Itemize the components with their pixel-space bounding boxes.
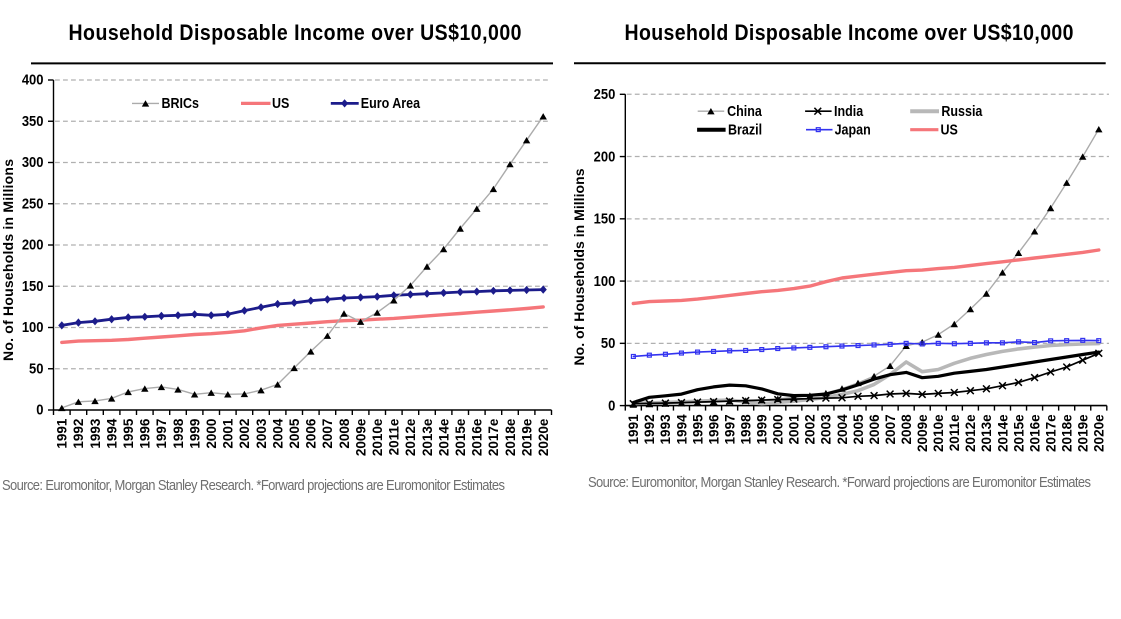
svg-text:150: 150: [22, 277, 44, 294]
svg-text:2010e: 2010e: [931, 414, 946, 452]
svg-text:250: 250: [22, 195, 44, 212]
svg-text:1992: 1992: [642, 414, 657, 444]
svg-text:100: 100: [22, 318, 44, 335]
svg-text:2018e: 2018e: [1060, 414, 1075, 452]
svg-text:2009e: 2009e: [915, 414, 930, 452]
svg-text:300: 300: [22, 153, 44, 170]
svg-text:1999: 1999: [755, 414, 770, 444]
svg-text:1996: 1996: [706, 414, 721, 445]
svg-text:US: US: [272, 95, 289, 111]
svg-text:2017e: 2017e: [486, 418, 501, 456]
svg-text:1999: 1999: [187, 419, 202, 449]
svg-text:2015e: 2015e: [1011, 414, 1026, 452]
svg-text:1994: 1994: [104, 418, 119, 449]
svg-text:1995: 1995: [690, 414, 705, 445]
svg-text:350: 350: [22, 112, 44, 129]
svg-text:2020e: 2020e: [536, 418, 551, 456]
svg-text:400: 400: [22, 71, 44, 88]
svg-text:200: 200: [594, 147, 616, 164]
svg-text:100: 100: [594, 272, 616, 289]
svg-text:50: 50: [601, 334, 616, 351]
svg-text:2019e: 2019e: [519, 418, 534, 456]
svg-text:2010e: 2010e: [370, 418, 385, 456]
svg-text:1997: 1997: [154, 419, 169, 449]
svg-text:Japan: Japan: [835, 122, 871, 138]
svg-text:1997: 1997: [722, 414, 737, 444]
svg-text:2003: 2003: [254, 418, 269, 449]
svg-text:2002: 2002: [237, 419, 252, 449]
svg-text:No. of Households in Millions: No. of Households in Millions: [0, 159, 16, 361]
svg-text:2019e: 2019e: [1076, 414, 1091, 452]
svg-text:2002: 2002: [803, 414, 818, 444]
svg-text:2005: 2005: [287, 418, 302, 449]
svg-text:No. of Households in Millions: No. of Households in Millions: [571, 168, 587, 365]
svg-text:1992: 1992: [71, 419, 86, 449]
svg-text:2008: 2008: [337, 418, 352, 449]
svg-text:2009e: 2009e: [353, 418, 368, 456]
svg-text:2011e: 2011e: [387, 418, 402, 455]
svg-text:BRICs: BRICs: [162, 95, 200, 111]
svg-text:2012e: 2012e: [963, 414, 978, 452]
svg-text:1995: 1995: [121, 418, 136, 449]
svg-text:1993: 1993: [88, 418, 103, 449]
svg-text:2000: 2000: [204, 419, 219, 449]
svg-text:200: 200: [22, 236, 44, 253]
svg-text:2014e: 2014e: [995, 414, 1010, 452]
svg-text:2011e: 2011e: [947, 414, 962, 451]
svg-text:Source: Euromonitor, Morgan St: Source: Euromonitor, Morgan Stanley Rese…: [2, 476, 505, 493]
svg-text:2020e: 2020e: [1092, 414, 1107, 452]
svg-text:2012e: 2012e: [403, 418, 418, 456]
svg-text:0: 0: [608, 396, 615, 413]
svg-text:1996: 1996: [138, 418, 153, 449]
svg-text:2004: 2004: [270, 418, 285, 449]
svg-text:1991: 1991: [55, 418, 70, 449]
svg-text:2016e: 2016e: [470, 418, 485, 456]
svg-text:2001: 2001: [221, 418, 236, 449]
svg-text:2003: 2003: [819, 414, 834, 445]
svg-text:2004: 2004: [835, 414, 850, 445]
svg-text:2013e: 2013e: [979, 414, 994, 452]
svg-text:US: US: [941, 122, 958, 138]
svg-text:50: 50: [29, 360, 44, 377]
svg-text:2006: 2006: [304, 418, 319, 449]
svg-text:1991: 1991: [626, 414, 641, 445]
svg-text:2007: 2007: [320, 419, 335, 449]
svg-text:2015e: 2015e: [453, 418, 468, 456]
svg-text:150: 150: [594, 210, 616, 227]
svg-text:2017e: 2017e: [1043, 414, 1058, 452]
svg-text:India: India: [834, 103, 864, 119]
svg-text:250: 250: [594, 85, 616, 102]
svg-text:1994: 1994: [674, 414, 689, 445]
svg-text:2018e: 2018e: [503, 418, 518, 456]
svg-text:2014e: 2014e: [436, 418, 451, 456]
svg-text:Household Disposable Income ov: Household Disposable Income over US$10,0…: [68, 21, 521, 46]
svg-text:2001: 2001: [787, 414, 802, 445]
svg-text:1998: 1998: [171, 418, 186, 449]
svg-text:2007: 2007: [883, 414, 898, 444]
svg-text:Source: Euromonitor, Morgan St: Source: Euromonitor, Morgan Stanley Rese…: [588, 473, 1091, 490]
svg-text:1998: 1998: [739, 414, 754, 445]
svg-text:2008: 2008: [899, 414, 914, 445]
svg-text:2005: 2005: [851, 414, 866, 445]
svg-text:2000: 2000: [771, 414, 786, 444]
svg-text:Household Disposable Income ov: Household Disposable Income over US$10,0…: [625, 21, 1074, 46]
svg-text:0: 0: [36, 401, 43, 418]
svg-text:Brazil: Brazil: [728, 122, 762, 138]
svg-text:2013e: 2013e: [420, 418, 435, 456]
svg-text:1993: 1993: [658, 414, 673, 445]
svg-text:2016e: 2016e: [1027, 414, 1042, 452]
svg-text:Euro Area: Euro Area: [361, 95, 421, 111]
svg-text:2006: 2006: [867, 414, 882, 445]
svg-text:Russia: Russia: [941, 103, 982, 119]
svg-text:China: China: [727, 103, 762, 119]
